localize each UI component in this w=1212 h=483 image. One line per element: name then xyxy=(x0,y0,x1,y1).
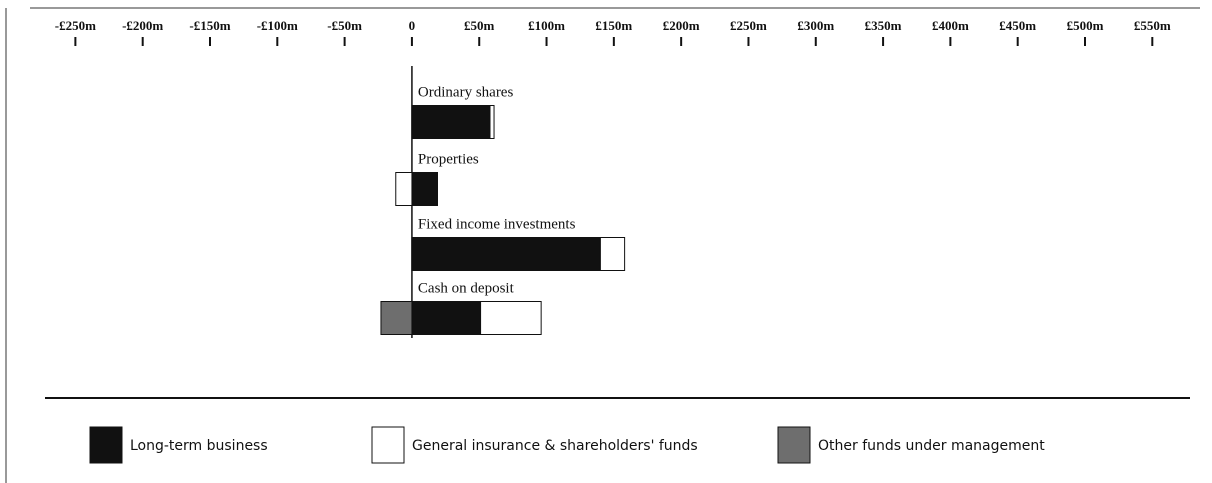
x-tick-label: -£200m xyxy=(122,18,163,33)
category-label: Cash on deposit xyxy=(418,280,515,296)
legend-label: Other funds under management xyxy=(818,438,1045,454)
legend-swatch xyxy=(89,426,123,464)
bar xyxy=(599,237,626,271)
x-tick-label: £550m xyxy=(1134,18,1171,33)
bar xyxy=(380,301,413,335)
x-tick-label: -£50m xyxy=(327,18,362,33)
x-tick-label: £250m xyxy=(730,18,767,33)
bar xyxy=(411,301,482,335)
legend-swatch xyxy=(777,426,811,464)
x-tick-label: £350m xyxy=(865,18,902,33)
bar xyxy=(480,301,542,335)
legend-label: General insurance & shareholders' funds xyxy=(412,438,698,454)
legend-label: Long-term business xyxy=(130,438,268,454)
bar xyxy=(411,105,491,139)
category-label: Ordinary shares xyxy=(418,84,514,100)
x-tick-label: -£250m xyxy=(55,18,96,33)
bar xyxy=(489,105,495,139)
legend-swatch xyxy=(371,426,405,464)
x-tick-label: £50m xyxy=(464,18,495,33)
x-tick-label: £200m xyxy=(663,18,700,33)
x-tick-label: £300m xyxy=(797,18,834,33)
bar xyxy=(411,172,438,206)
x-tick-label: £100m xyxy=(528,18,565,33)
x-tick-label: £150m xyxy=(595,18,632,33)
x-tick-label: -£150m xyxy=(189,18,230,33)
x-tick-label: 0 xyxy=(409,18,416,33)
bar xyxy=(395,172,413,206)
x-tick-label: £400m xyxy=(932,18,969,33)
category-label: Fixed income investments xyxy=(418,216,576,232)
x-tick-label: -£100m xyxy=(257,18,298,33)
x-tick-label: £500m xyxy=(1067,18,1104,33)
bar xyxy=(411,237,601,271)
x-tick-label: £450m xyxy=(999,18,1036,33)
category-label: Properties xyxy=(418,151,479,167)
